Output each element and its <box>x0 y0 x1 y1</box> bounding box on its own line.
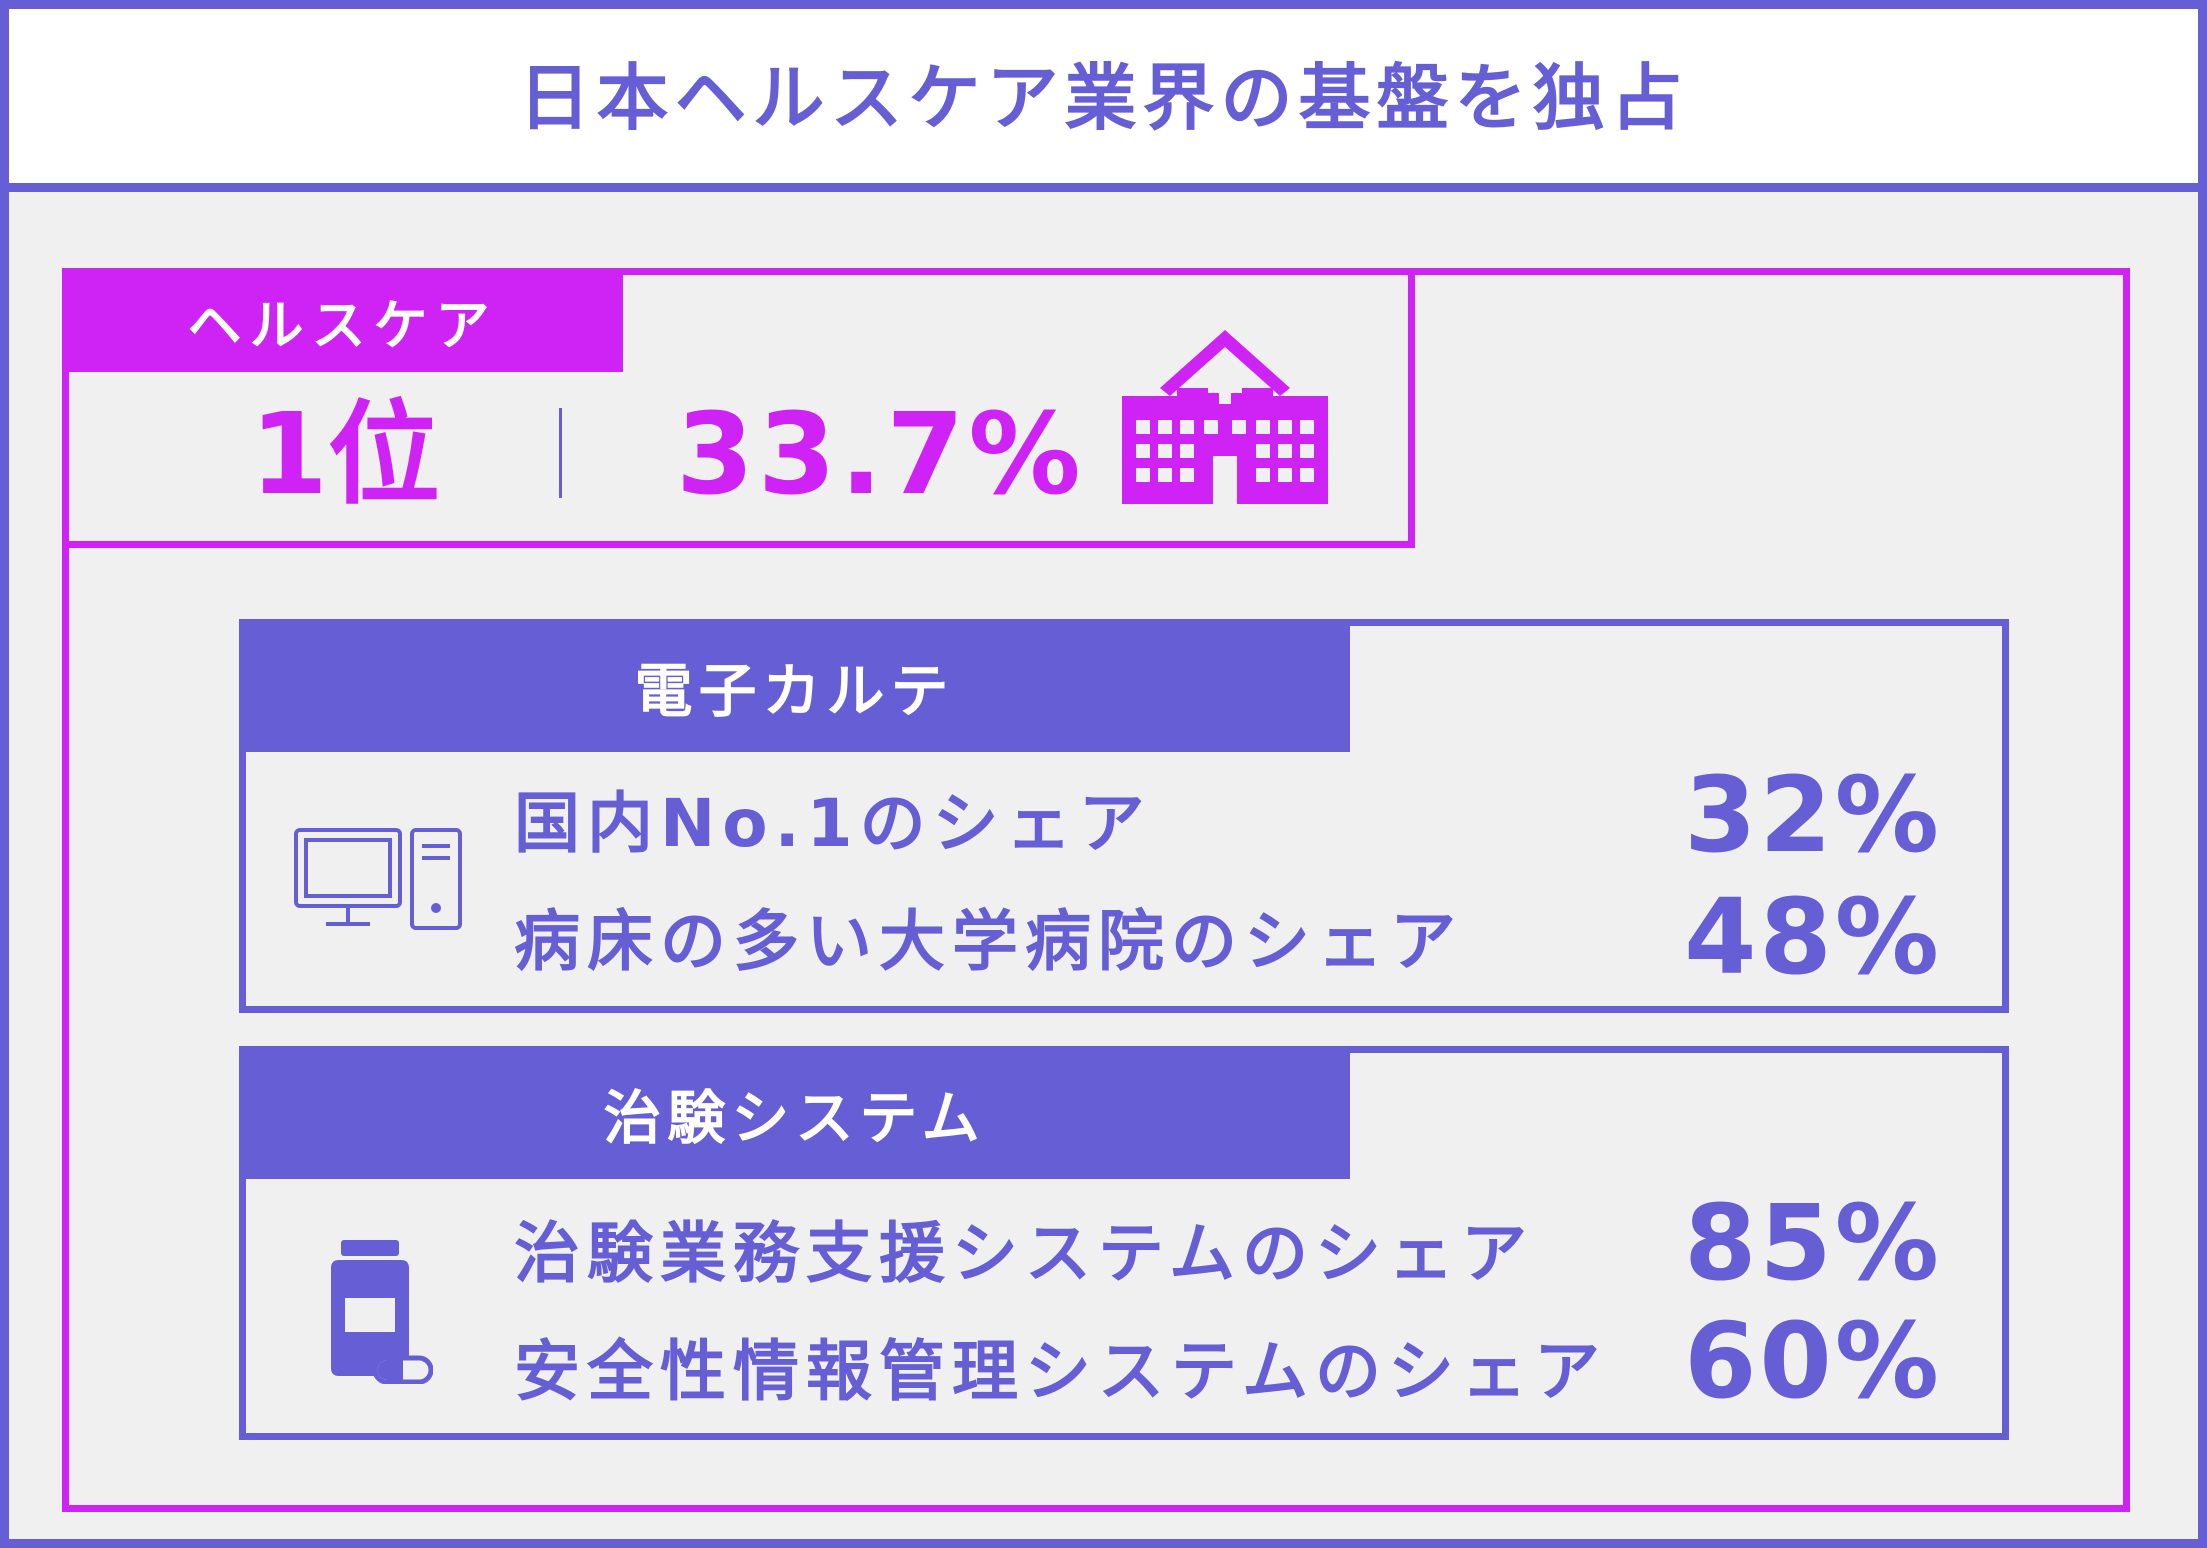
divider <box>559 408 562 498</box>
title-bar: 日本ヘルスケア業界の基盤を独占 <box>0 0 2207 192</box>
emr-row-label: 病床の多い大学病院のシェア <box>514 903 1463 980</box>
clinical-trial-tab: 治験システム <box>239 1046 1350 1179</box>
emr-row-value: 48% <box>1684 876 1942 998</box>
hospital-icon <box>1122 330 1328 504</box>
clinical-trial-row-label: 安全性情報管理システムのシェア <box>514 1333 1608 1410</box>
healthcare-tab: ヘルスケア <box>62 268 623 372</box>
emr-row-label: 国内No.1のシェア <box>514 785 1152 862</box>
clinical-trial-row-label: 治験業務支援システムのシェア <box>514 1215 1535 1292</box>
medicine-bottle-icon <box>331 1240 433 1384</box>
clinical-trial-row-value: 60% <box>1684 1300 1942 1422</box>
page-title: 日本ヘルスケア業界の基盤を独占 <box>518 56 1689 140</box>
healthcare-rank: 1位 <box>250 390 440 520</box>
desktop-computer-icon <box>294 828 462 930</box>
clinical-trial-row-value: 85% <box>1684 1182 1942 1304</box>
emr-row-value: 32% <box>1684 754 1942 876</box>
emr-tab: 電子カルテ <box>239 619 1350 752</box>
healthcare-share: 33.7% <box>676 390 1085 520</box>
